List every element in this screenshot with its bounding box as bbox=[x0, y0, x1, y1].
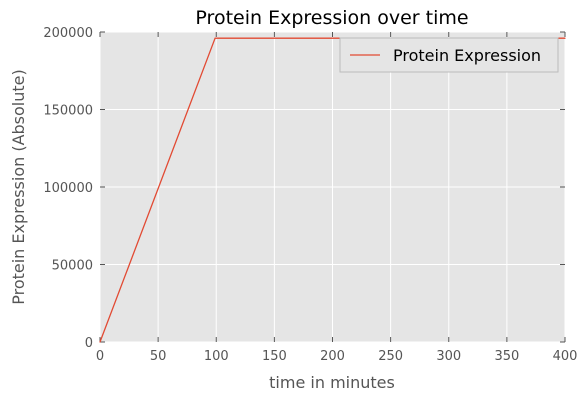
data-point bbox=[214, 37, 216, 39]
y-tick-label: 50000 bbox=[52, 259, 93, 274]
y-tick-label: 0 bbox=[85, 336, 93, 351]
legend: Protein Expression bbox=[339, 37, 559, 73]
y-tick-label: 100000 bbox=[43, 181, 93, 196]
data-point bbox=[564, 37, 566, 39]
x-tick-label: 50 bbox=[150, 349, 167, 364]
y-tick-label: 200000 bbox=[43, 26, 93, 41]
data-point bbox=[99, 341, 101, 343]
y-tick-label: 150000 bbox=[43, 104, 93, 119]
x-tick-label: 100 bbox=[204, 349, 229, 364]
y-axis-label: Protein Expression (Absolute) bbox=[9, 69, 28, 305]
x-tick-label: 0 bbox=[96, 349, 104, 364]
x-tick-label: 250 bbox=[378, 349, 403, 364]
x-tick-label: 350 bbox=[494, 349, 519, 364]
chart-title: Protein Expression over time bbox=[195, 7, 468, 29]
x-tick-label: 150 bbox=[262, 349, 287, 364]
x-tick-label: 400 bbox=[553, 349, 578, 364]
x-axis-label: time in minutes bbox=[269, 373, 395, 392]
ticks: 0 50 100 150 200 250 300 350 400 0 50000 100000 1500… bbox=[43, 26, 577, 364]
x-tick-label: 300 bbox=[436, 349, 461, 364]
legend-label-protein-expression: Protein Expression bbox=[393, 46, 541, 65]
x-tick-label: 200 bbox=[320, 349, 345, 364]
